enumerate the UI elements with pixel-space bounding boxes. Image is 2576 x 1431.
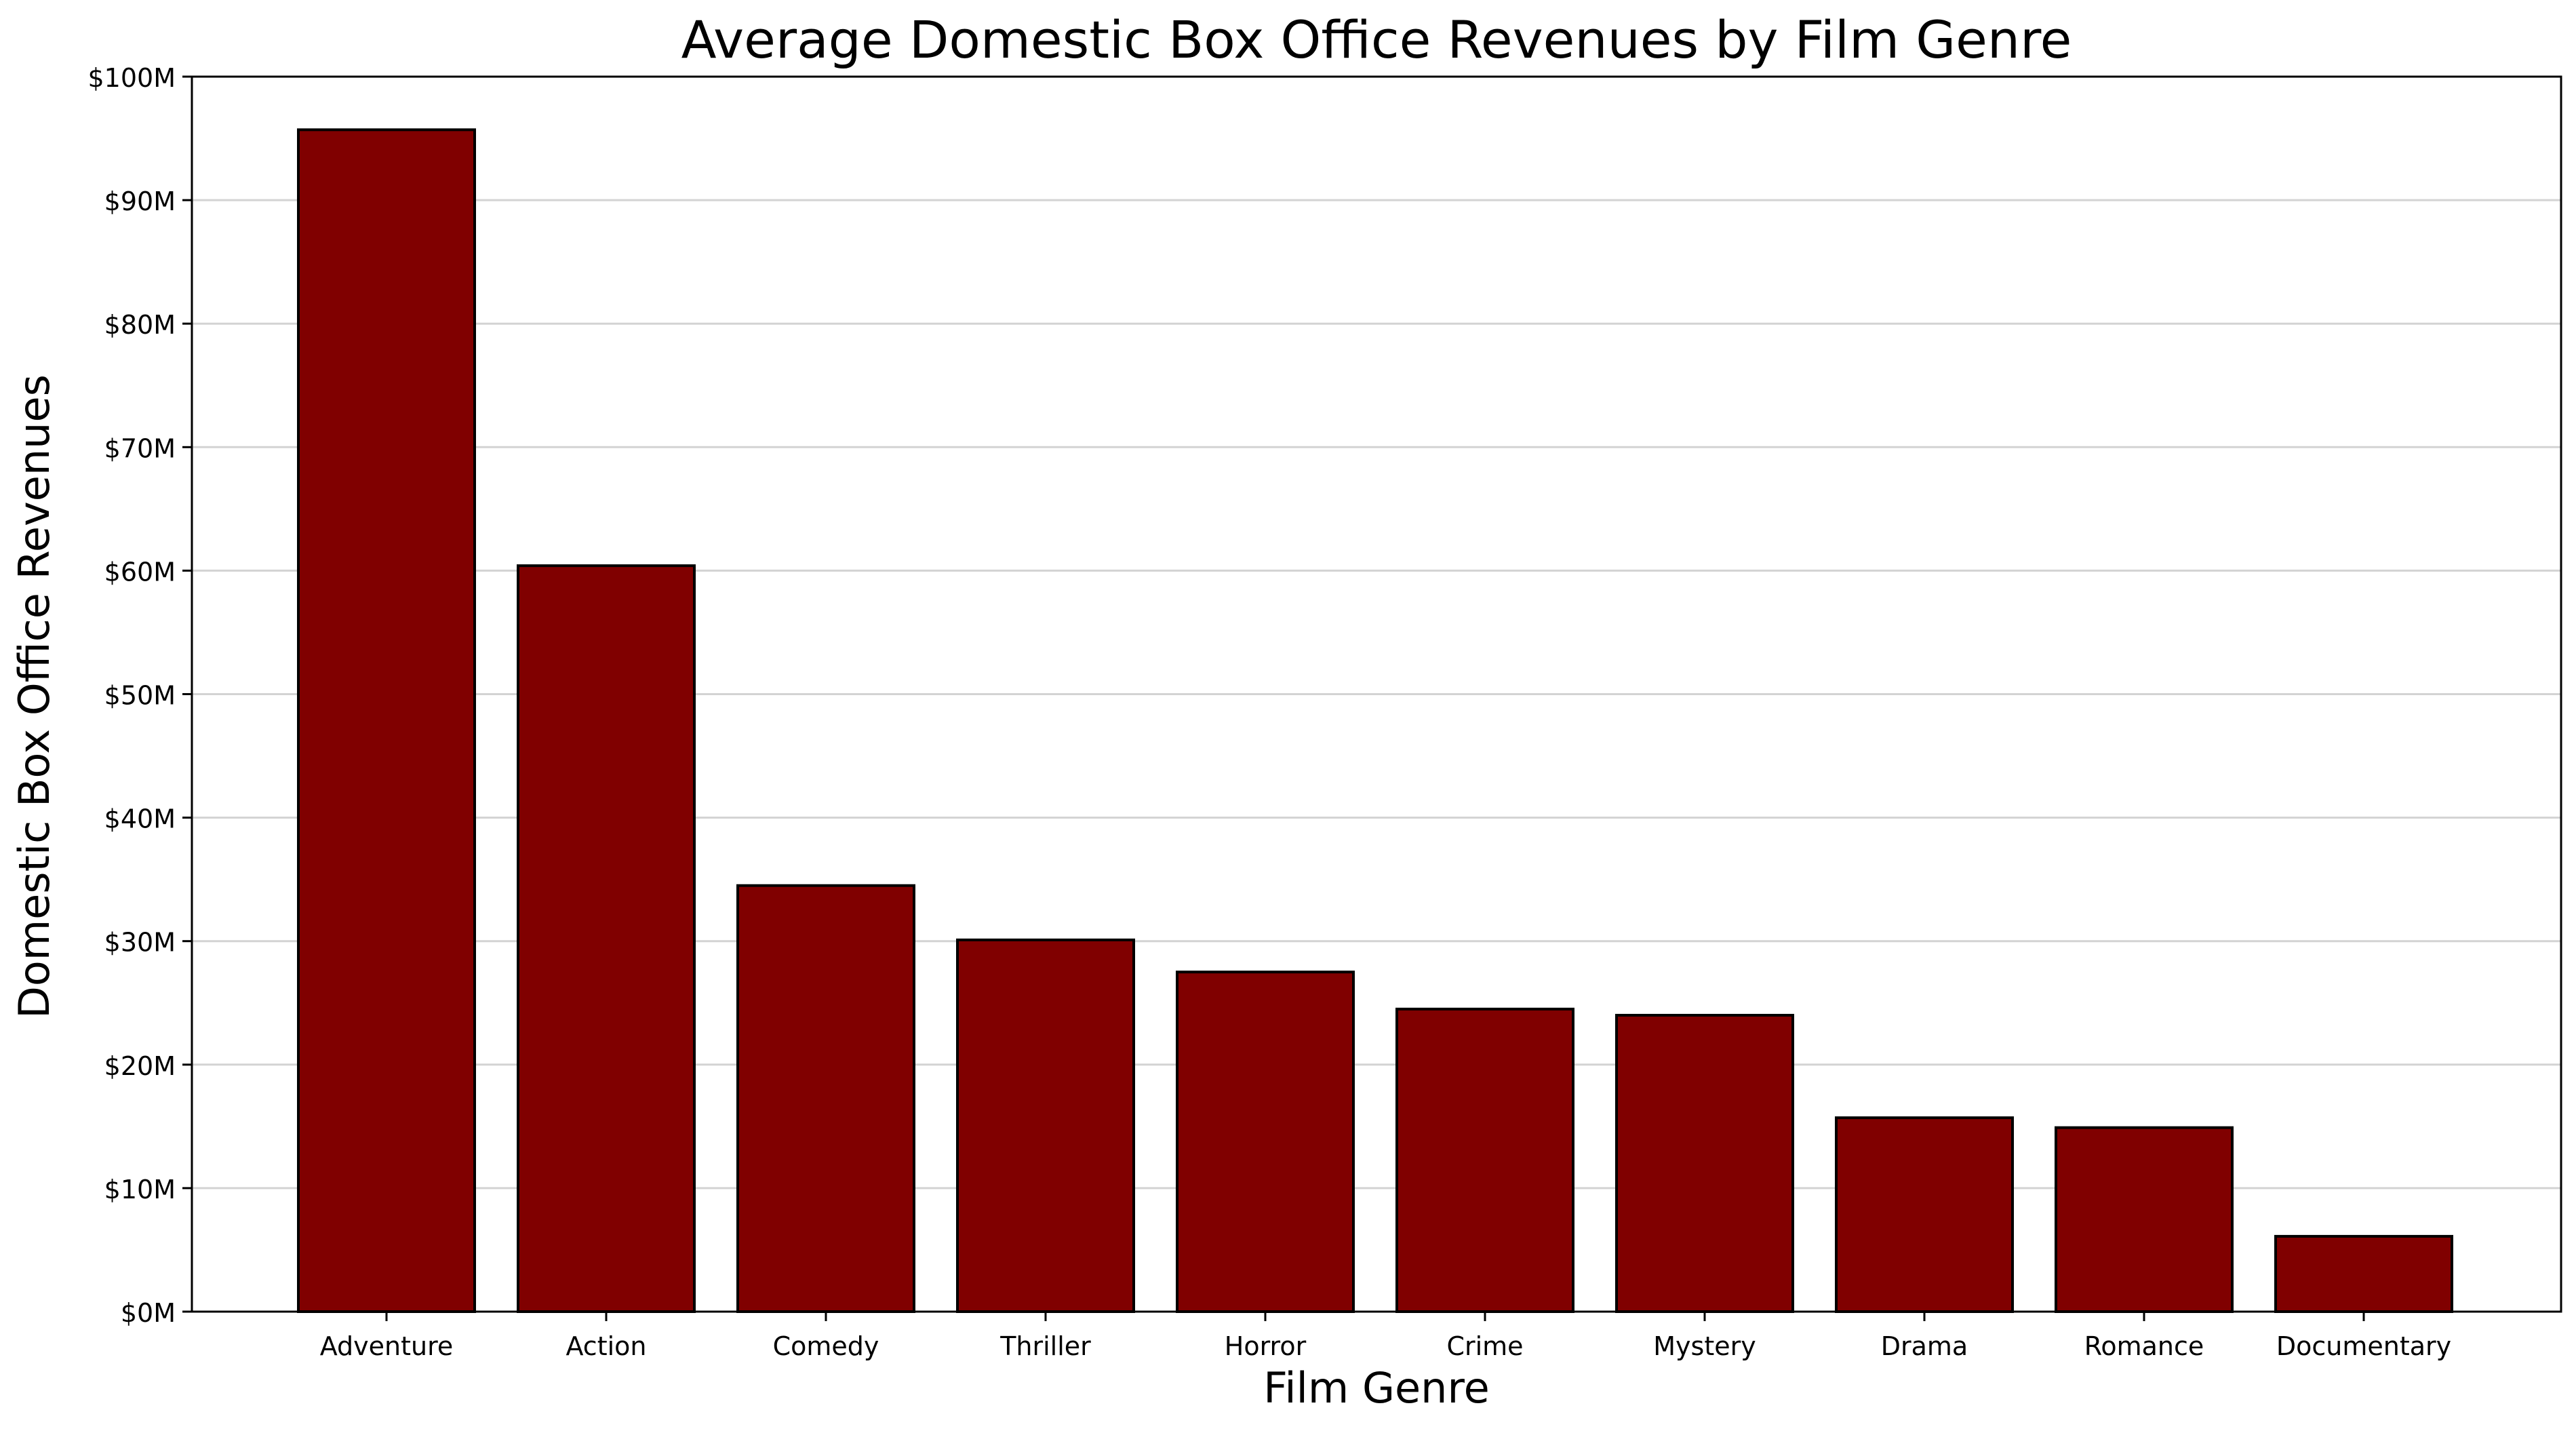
- bar-drama: [1835, 1116, 2014, 1314]
- x-axis-label: Film Genre: [1263, 1363, 1489, 1413]
- bar-documentary: [2274, 1234, 2453, 1313]
- x-tick-label: Horror: [1225, 1331, 1307, 1361]
- x-tick-label: Adventure: [320, 1331, 454, 1361]
- chart-title: Average Domestic Box Office Revenues by …: [681, 9, 2072, 70]
- y-tick-label: $10M: [104, 1175, 176, 1204]
- bar-comedy: [736, 884, 915, 1313]
- x-tick-label: Drama: [1881, 1331, 1968, 1361]
- y-tick-label: $30M: [104, 928, 176, 958]
- bar-mystery: [1615, 1013, 1794, 1313]
- y-tick-label: $50M: [104, 681, 176, 711]
- y-tick-label: $20M: [104, 1051, 176, 1081]
- bar-action: [517, 564, 696, 1314]
- x-tick-label: Mystery: [1653, 1331, 1756, 1361]
- y-tick-label: $100M: [88, 63, 176, 93]
- bar-horror: [1176, 971, 1355, 1313]
- y-tick-label: $60M: [104, 557, 176, 587]
- x-tick-label: Comedy: [773, 1331, 879, 1361]
- bar-romance: [2055, 1126, 2234, 1314]
- y-tick-label: $80M: [104, 310, 176, 340]
- x-tick-label: Crime: [1446, 1331, 1523, 1361]
- x-tick-label: Thriller: [999, 1331, 1091, 1361]
- x-tick-label: Romance: [2084, 1331, 2204, 1361]
- y-tick-label: $40M: [104, 804, 176, 834]
- bar-thriller: [956, 938, 1135, 1313]
- ticks: $0M $10M $20M $30M $40M $50M $60M $70M $80M $90M $…: [88, 63, 2452, 1361]
- bars: [297, 128, 2453, 1314]
- y-tick-label: $90M: [104, 187, 176, 216]
- bar-adventure: [297, 128, 476, 1314]
- y-tick-label: $70M: [104, 433, 176, 463]
- x-tick-label: Action: [566, 1331, 646, 1361]
- bar-crime: [1395, 1007, 1574, 1313]
- y-axis-label: Domestic Box Office Revenues: [9, 374, 59, 1019]
- x-tick-label: Documentary: [2276, 1331, 2451, 1361]
- y-tick-label: $0M: [121, 1298, 176, 1328]
